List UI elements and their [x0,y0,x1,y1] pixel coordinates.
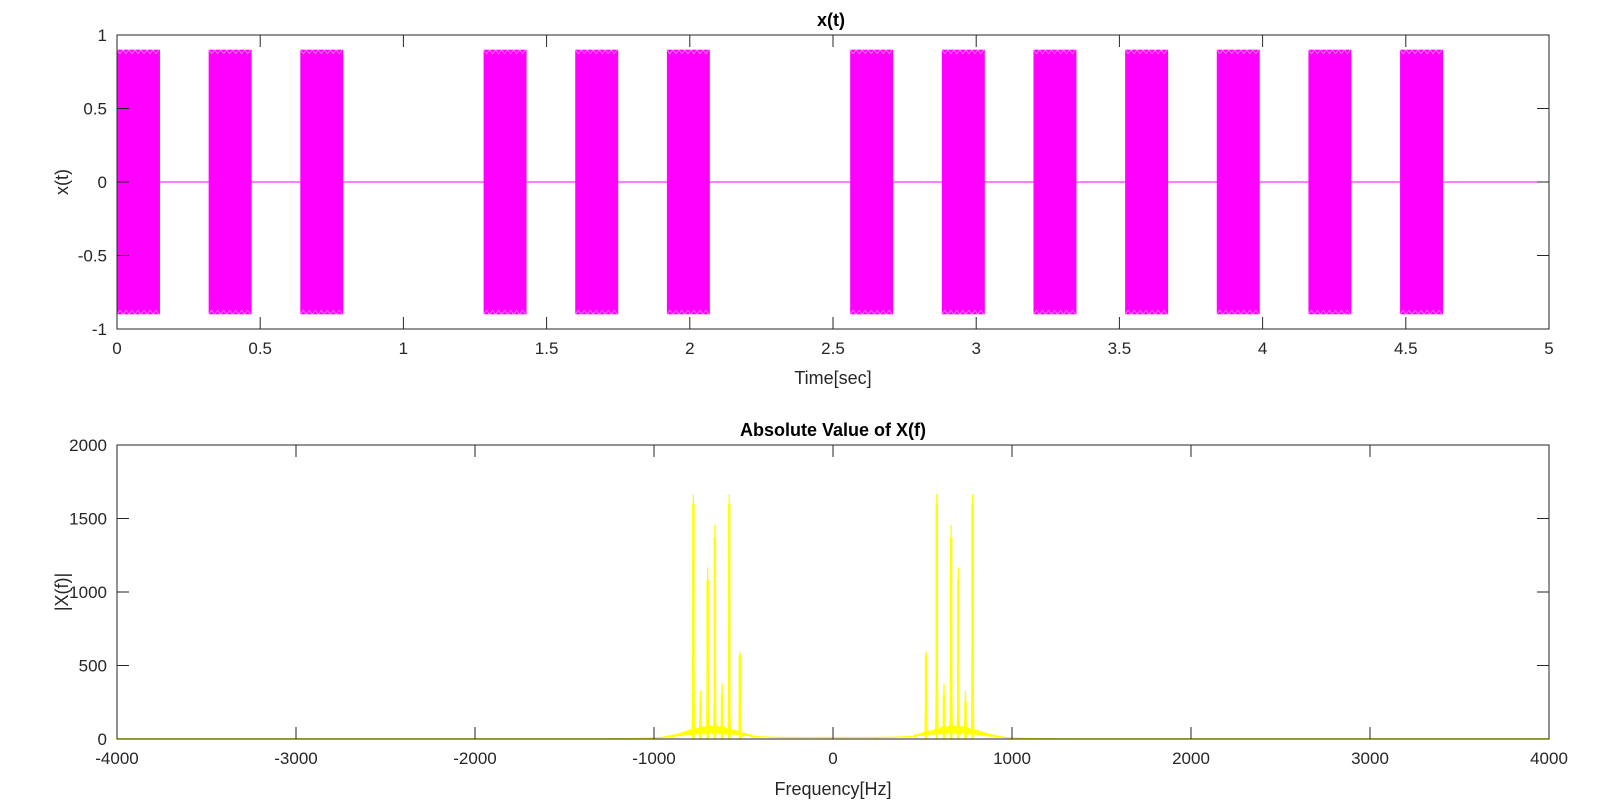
x-tick-label: -4000 [95,749,138,768]
time-domain-plot: x(t) 0 0.5 1 1.5 2 2.5 3 3.5 4 4.5 5 1 0.5 0 -0.5 -1 T… [52,10,1554,388]
x-tick-label: 3000 [1351,749,1389,768]
freq-x-ticks: -4000 -3000 -2000 -1000 0 1000 2000 3000 4000 [95,445,1568,768]
signal-burst [1400,49,1444,315]
signal-burst-edge-bottom [299,309,343,315]
signal-burst-edge-top [1399,49,1443,55]
spectrum-line [117,493,1549,740]
time-x-ticks: 0 0.5 1 1.5 2 2.5 3 3.5 4 4.5 5 [112,35,1554,358]
x-tick-label: 3 [971,339,980,358]
magnitude-spectrum-series [117,493,1549,740]
signal-burst-edge-top [1124,49,1168,55]
x-tick-label: -1000 [632,749,675,768]
x-tick-label: 2 [685,339,694,358]
signal-burst-edge-top [849,49,893,55]
x-tick-label: 5 [1544,339,1553,358]
freq-plot-frame [116,444,1550,740]
signal-burst-edge-top [574,49,618,55]
freq-plot-title: Absolute Value of X(f) [740,420,926,440]
signal-burst-edge-bottom [849,309,893,315]
x-tick-label: 1000 [993,749,1031,768]
signal-burst-edge-top [941,49,985,55]
x-tick-label: 2.5 [821,339,845,358]
x-tick-label: 4.5 [1394,339,1418,358]
x-tick-label: -3000 [274,749,317,768]
y-tick-label: 0.5 [83,100,107,119]
freq-x-label: Frequency[Hz] [774,779,891,799]
signal-burst-edge-bottom [1399,309,1443,315]
signal-burst [1216,49,1260,315]
signal-burst-edge-top [1308,49,1351,55]
x-tick-label: 4 [1258,339,1267,358]
y-tick-label: -1 [92,320,107,339]
x-tick-label: 0 [112,339,121,358]
time-plot-title: x(t) [817,10,845,30]
signal-burst-edge-bottom [574,309,618,315]
signal-burst-edge-top [1033,49,1076,55]
signal-burst [666,49,710,315]
signal-burst [1125,49,1169,315]
x-tick-label: -2000 [453,749,496,768]
x-tick-label: 1.5 [535,339,559,358]
signal-burst-edge-bottom [1308,309,1351,315]
signal-burst-edge-top [483,49,526,55]
signal-burst-edge-top [299,49,343,55]
signal-burst-edge-bottom [483,309,526,315]
signal-burst [300,49,344,315]
signal-burst [850,49,894,315]
y-tick-label: 1500 [69,510,107,529]
signal-burst [208,49,252,315]
signal-burst [575,49,619,315]
time-y-label: x(t) [52,169,72,195]
y-tick-label: 0 [98,173,107,192]
signal-burst [483,49,527,315]
x-tick-label: 2000 [1172,749,1210,768]
y-tick-label: 1 [98,26,107,45]
y-tick-label: 1000 [69,583,107,602]
signal-burst-edge-top [116,49,160,55]
signal-burst-edge-bottom [1216,309,1260,315]
signal-burst-edge-top [666,49,710,55]
signal-burst-edge-bottom [1033,309,1076,315]
x-tick-label: 0.5 [248,339,272,358]
signal-burst-edge-bottom [666,309,710,315]
frequency-domain-plot: Absolute Value of X(f) -4000 -3000 -2000 -1… [52,420,1568,799]
x-tick-label: 1 [399,339,408,358]
x-tick-label: 3.5 [1108,339,1132,358]
signal-burst-edge-bottom [116,309,160,315]
x-tick-label: 0 [828,749,837,768]
time-signal-series [116,49,1549,315]
time-x-label: Time[sec] [794,368,871,388]
y-tick-label: 2000 [69,436,107,455]
y-tick-label: 0 [98,730,107,749]
signal-burst-edge-bottom [941,309,985,315]
freq-y-label: |X(f)| [52,573,72,611]
x-tick-label: 4000 [1530,749,1568,768]
signal-burst [1308,49,1352,315]
signal-burst-edge-top [208,49,251,55]
signal-burst-edge-bottom [1124,309,1168,315]
y-tick-label: 500 [79,657,107,676]
signal-burst [941,49,985,315]
y-tick-label: -0.5 [78,247,107,266]
signal-burst-edge-top [1216,49,1260,55]
signal-burst [1033,49,1077,315]
freq-y-ticks: 2000 1500 1000 500 0 [69,436,1549,749]
time-y-ticks: 1 0.5 0 -0.5 -1 [78,26,1549,339]
signal-burst-edge-bottom [208,309,251,315]
